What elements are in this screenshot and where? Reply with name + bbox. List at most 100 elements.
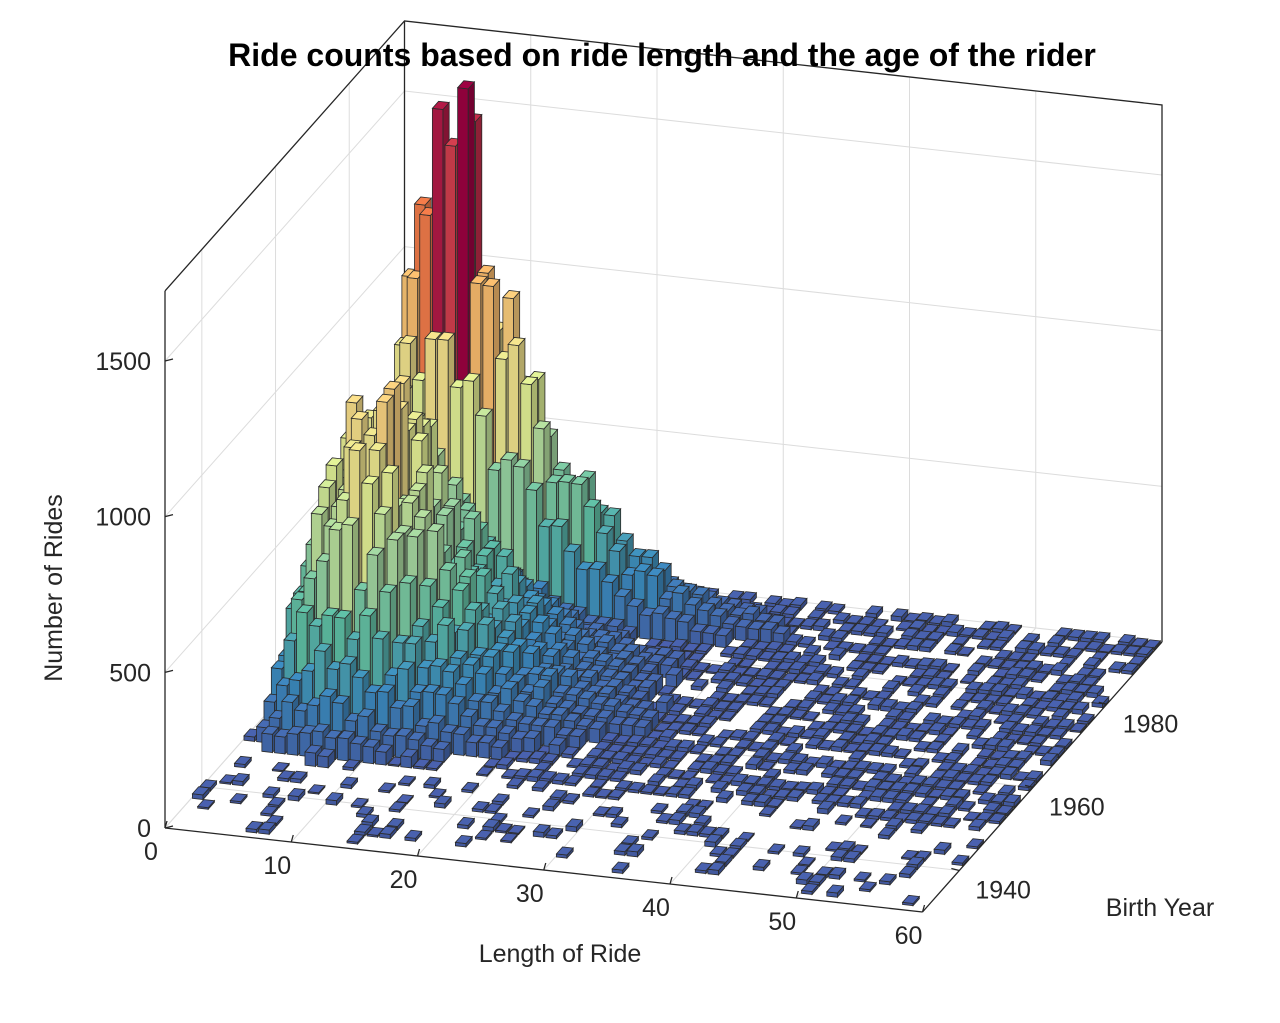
bar-top-face (1117, 634, 1136, 644)
bar-top-face (1054, 627, 1073, 637)
histogram-bar (1110, 643, 1129, 657)
histogram-bar (933, 841, 952, 856)
histogram-bar (262, 786, 281, 800)
histogram-bar (832, 612, 851, 626)
bar-top-face (1097, 643, 1116, 653)
bar-top-face (812, 618, 831, 628)
bar-top-face (915, 611, 934, 621)
bar-top-face (1064, 647, 1084, 657)
bar-top-face (769, 603, 788, 613)
histogram-bar (325, 792, 344, 807)
bar-top-face (797, 856, 817, 866)
histogram-bar (259, 805, 279, 818)
bar-top-face (413, 196, 433, 206)
bar-top-face (397, 775, 417, 785)
bar-top-face (1039, 645, 1059, 655)
bar-top-face (789, 596, 808, 606)
bar-top-face (476, 264, 496, 274)
histogram-bar (792, 845, 811, 859)
histogram-bar (647, 773, 666, 788)
bar-front-face (261, 732, 273, 753)
bar-top-face (978, 620, 998, 630)
bar-top-face (307, 784, 326, 794)
bar-front-face (400, 755, 412, 769)
histogram-bar (460, 781, 480, 794)
bar-top-face (395, 794, 415, 804)
bar-top-face (865, 605, 884, 615)
histogram-bar (388, 801, 407, 814)
bar-top-face (428, 788, 447, 798)
histogram-bar (397, 775, 417, 787)
bar-front-face (304, 751, 316, 767)
histogram-bar (307, 784, 326, 796)
bar-top-face (837, 622, 857, 632)
bar-top-face (940, 613, 960, 623)
histogram-bar (877, 827, 896, 841)
histogram-bar (967, 662, 986, 677)
bar-top-face (1110, 643, 1129, 653)
bar-top-face (807, 609, 826, 619)
bar-top-face (908, 619, 927, 629)
bar-top-face (827, 603, 846, 613)
bar-top-face (1027, 641, 1046, 651)
histogram-bar (951, 854, 970, 867)
bar-top-face (640, 549, 660, 559)
histogram-bar (767, 843, 786, 856)
bar-front-face (452, 733, 465, 756)
bar-top-face (229, 793, 248, 803)
histogram-bar (989, 639, 1008, 652)
histogram-bar (339, 776, 359, 790)
histogram-bar (991, 620, 1010, 634)
bar-front-face (714, 634, 727, 649)
histogram-bar (423, 776, 442, 790)
bar-top-face (991, 620, 1010, 630)
histogram-bar (233, 755, 253, 769)
bar-top-face (1052, 645, 1071, 655)
bar-top-face (1014, 640, 1033, 650)
bar-front-face (420, 744, 432, 762)
bar-front-face (510, 737, 523, 754)
bar-top-face (603, 507, 622, 517)
bar-front-face (478, 741, 490, 759)
left-wall (165, 20, 405, 828)
histogram-bar (342, 759, 361, 772)
bar-top-face (850, 623, 869, 633)
box-edge-top (164, 20, 1163, 642)
bar-front-face (432, 747, 445, 763)
bar-top-face (502, 290, 521, 300)
bar-top-face (814, 600, 833, 610)
bar-top-face (859, 817, 879, 827)
histogram-bar (521, 807, 541, 819)
histogram-bar (287, 787, 306, 803)
bar-top-face (738, 591, 758, 601)
histogram-bar (898, 865, 918, 880)
histogram-bar (1084, 640, 1104, 654)
bar-top-face (1130, 637, 1149, 647)
bar-top-face (1122, 645, 1142, 655)
histogram-bar (650, 802, 669, 815)
bar-top-face (628, 548, 647, 558)
bar-top-face (1092, 631, 1111, 641)
histogram-bar (377, 782, 397, 794)
bar-top-face (976, 638, 995, 648)
bar-top-face (875, 624, 894, 634)
bar-top-face (1084, 640, 1104, 650)
bar-top-face (691, 586, 710, 596)
histogram-bar (865, 605, 884, 620)
bar-top-face (946, 624, 965, 634)
bar-top-face (972, 784, 991, 794)
histogram-bar (971, 628, 990, 641)
histogram-bar (801, 817, 821, 832)
histogram-bar (890, 608, 909, 623)
histogram-bar (976, 638, 995, 651)
bar-top-face (832, 612, 851, 622)
bar-top-face (781, 606, 801, 616)
bar-front-face (639, 614, 651, 640)
bar-top-face (971, 628, 990, 638)
bar-top-face (989, 639, 1008, 649)
bar-front-face (664, 617, 676, 643)
bar-top-face (845, 614, 864, 624)
bar-top-face (834, 814, 853, 824)
bar-top-face (271, 761, 290, 771)
